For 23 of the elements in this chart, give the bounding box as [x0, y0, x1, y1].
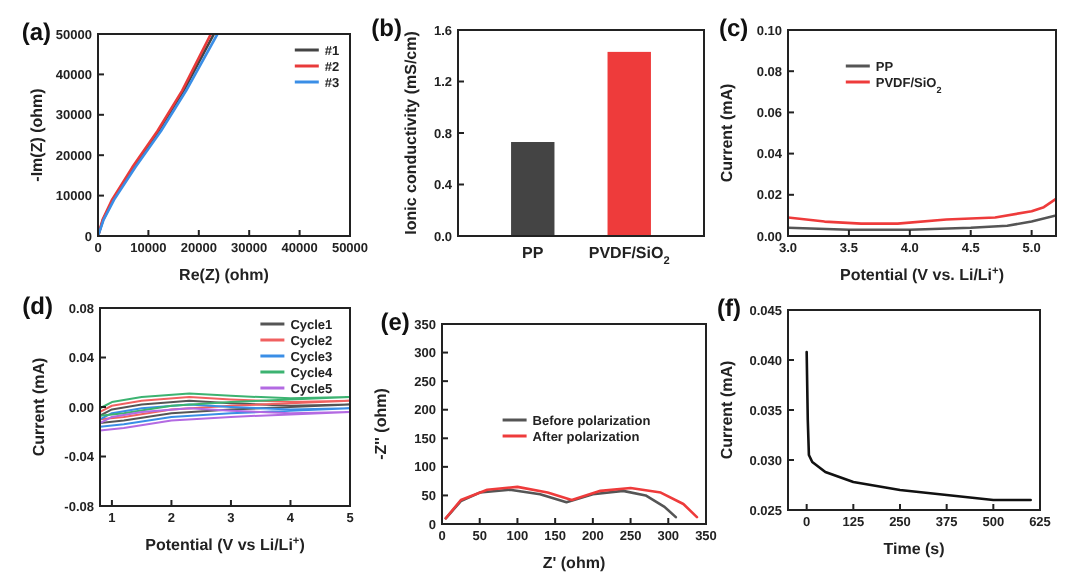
chart-title: (b)	[371, 14, 402, 42]
line-series	[805, 350, 1032, 502]
line-series	[444, 485, 699, 520]
chart-title: (c)	[719, 14, 749, 42]
x-axis-title: Re(Z) (ohm)	[179, 266, 270, 284]
y-axis-title: Ionic conductivity (mS/cm)	[402, 30, 420, 235]
y-axis-title: Current (mA)	[718, 83, 736, 183]
line-series	[788, 197, 1056, 225]
y-axis-title: -Z'' (ohm)	[372, 387, 390, 460]
x-axis-title: Potential (V vs Li/Li$^{+}$)	[145, 536, 306, 554]
y-axis-title: Current (mA)	[718, 360, 736, 460]
x-tick-label: PP	[522, 244, 545, 262]
x-axis-title: Potential (V vs. Li/Li$^{+}$)	[840, 266, 1005, 284]
y-axis-title: Current (mA)	[30, 357, 48, 457]
chart-title: (f)	[717, 294, 741, 322]
x-tick-label: PVDF/SiO$_{2}$	[588, 244, 670, 268]
x-axis-title: Z' (ohm)	[542, 554, 606, 572]
line-series	[788, 214, 1056, 232]
y-axis-title: -Im(Z) (ohm)	[28, 87, 46, 182]
chart-title: (e)	[380, 308, 410, 336]
chart-title: (a)	[21, 18, 51, 46]
chart-title: (d)	[22, 292, 53, 320]
x-axis-title: Time (s)	[883, 540, 946, 558]
